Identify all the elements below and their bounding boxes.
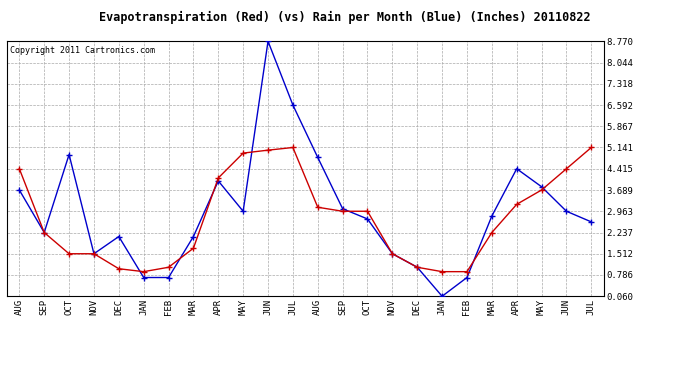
Text: Evapotranspiration (Red) (vs) Rain per Month (Blue) (Inches) 20110822: Evapotranspiration (Red) (vs) Rain per M… [99,11,591,24]
Text: Copyright 2011 Cartronics.com: Copyright 2011 Cartronics.com [10,46,155,56]
